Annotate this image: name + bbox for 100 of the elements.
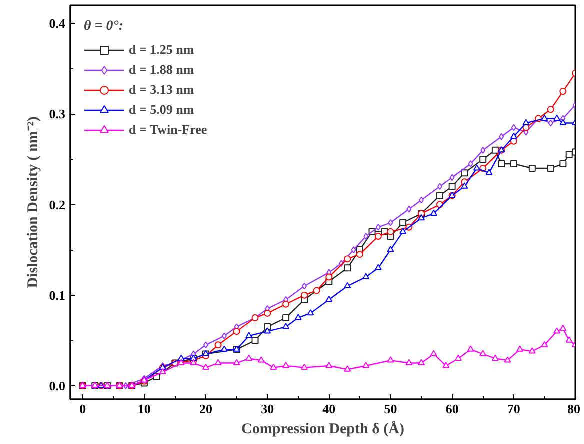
point <box>528 348 536 354</box>
point <box>528 165 536 172</box>
y-tick-label: 0.1 <box>49 288 66 303</box>
point <box>282 314 290 322</box>
point <box>510 160 518 168</box>
point <box>387 228 394 236</box>
point <box>461 170 468 177</box>
point <box>388 219 394 226</box>
point <box>264 310 272 317</box>
y-tick-label: 0.4 <box>49 16 66 32</box>
point <box>313 287 320 294</box>
point <box>376 224 381 231</box>
x-tick-label: 10 <box>138 402 151 416</box>
point <box>282 323 290 330</box>
point <box>301 364 308 370</box>
point <box>282 300 290 308</box>
point <box>418 359 426 366</box>
point <box>566 336 573 343</box>
point <box>430 210 438 216</box>
y-tick-label: 0.2 <box>49 197 66 212</box>
point <box>302 282 308 290</box>
point <box>301 292 308 299</box>
point <box>547 106 554 114</box>
point <box>438 183 443 190</box>
point <box>406 206 412 213</box>
point <box>510 132 518 140</box>
point <box>246 354 253 361</box>
point <box>326 362 333 368</box>
point <box>246 332 253 338</box>
point <box>374 264 382 270</box>
x-axis-title: Compression Depth δ (Å) <box>242 420 404 438</box>
point <box>344 366 352 372</box>
point <box>467 346 474 352</box>
point <box>554 114 561 121</box>
x-tick-label: 20 <box>199 402 212 416</box>
point <box>344 264 352 272</box>
point <box>473 164 480 171</box>
x-tick-label: 70 <box>507 402 520 416</box>
point <box>516 346 524 352</box>
point <box>498 160 506 168</box>
point <box>461 182 468 189</box>
point <box>504 356 512 363</box>
point <box>480 350 487 356</box>
point <box>522 119 530 126</box>
point <box>448 183 456 190</box>
point <box>566 151 573 158</box>
point <box>499 133 504 140</box>
point <box>270 364 278 370</box>
point <box>220 346 228 352</box>
point <box>214 342 222 349</box>
point <box>442 362 450 368</box>
point <box>492 354 499 361</box>
point <box>511 124 516 132</box>
point <box>252 337 259 344</box>
point <box>264 328 272 334</box>
point <box>159 368 166 375</box>
point <box>560 324 567 332</box>
point <box>326 296 333 302</box>
legend-title: θ = 0°: <box>84 19 125 35</box>
x-tick-label: 60 <box>446 402 459 416</box>
point <box>233 359 240 366</box>
point <box>406 359 413 366</box>
point <box>387 246 394 252</box>
point <box>233 328 240 336</box>
legend-label: d = Twin-Free <box>129 121 208 139</box>
point <box>480 146 486 154</box>
x-tick-label: 80 <box>568 402 580 416</box>
point <box>344 256 352 263</box>
point <box>541 341 548 348</box>
point <box>548 120 554 127</box>
point <box>430 350 438 356</box>
point <box>356 251 364 258</box>
point <box>486 169 493 176</box>
point <box>418 214 426 221</box>
y-tick-label: 0.3 <box>49 106 66 122</box>
point <box>419 196 424 204</box>
point <box>554 328 561 334</box>
point <box>450 174 455 182</box>
point <box>364 232 369 240</box>
x-tick-label: 30 <box>261 402 274 416</box>
point <box>178 359 185 366</box>
x-tick-label: 0 <box>80 402 86 416</box>
point <box>178 354 185 361</box>
point <box>282 362 290 368</box>
y-tick-label: 0.0 <box>49 378 66 394</box>
y-axis-title: Dislocation Density ( nm⁻²) <box>25 116 42 288</box>
point <box>560 88 567 96</box>
legend-label: d = 1.88 nm <box>129 61 194 79</box>
point <box>400 228 407 234</box>
point <box>454 354 462 361</box>
legend-label: d = 1.25 nm <box>129 41 194 59</box>
point <box>214 359 222 366</box>
point <box>547 165 554 172</box>
point <box>400 219 407 226</box>
point <box>344 282 352 289</box>
point <box>258 356 265 363</box>
point <box>294 314 302 320</box>
point <box>480 156 487 163</box>
point <box>326 274 333 281</box>
point <box>362 362 370 368</box>
